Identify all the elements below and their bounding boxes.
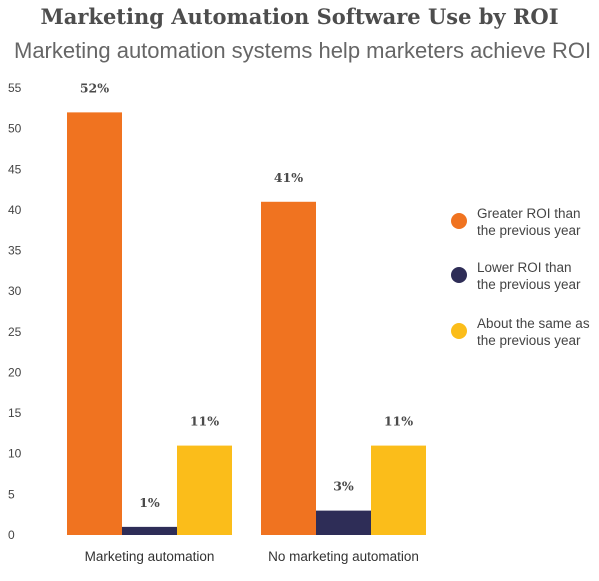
bar xyxy=(177,445,232,535)
data-label: 3% xyxy=(333,479,354,494)
legend: Greater ROI than the previous year Lower R… xyxy=(451,206,590,348)
y-tick-label: 15 xyxy=(8,406,22,420)
data-label: 52% xyxy=(80,80,109,95)
legend-label: About the same as xyxy=(477,316,590,331)
y-tick-label: 40 xyxy=(8,203,22,217)
x-tick-label: No marketing automation xyxy=(268,549,419,564)
data-labels-group: 52% 1% 11% 41% 3% 11% xyxy=(80,80,413,509)
y-tick-label: 5 xyxy=(8,487,15,501)
y-tick-label: 30 xyxy=(8,284,22,298)
y-tick-label: 55 xyxy=(8,81,22,95)
y-tick-label: 0 xyxy=(8,528,15,542)
chart-title: Marketing Automation Software Use by ROI xyxy=(40,4,559,29)
legend-swatch xyxy=(451,213,467,229)
bar xyxy=(67,112,122,535)
chart-subtitle: Marketing automation systems help market… xyxy=(14,38,592,63)
legend-swatch xyxy=(451,323,467,339)
y-tick-label: 45 xyxy=(8,162,22,176)
legend-label: Greater ROI than xyxy=(477,206,581,221)
x-tick-label: Marketing automation xyxy=(85,549,215,564)
y-tick-label: 10 xyxy=(8,447,22,461)
legend-swatch xyxy=(451,267,467,283)
y-tick-label: 35 xyxy=(8,244,22,258)
y-tick-label: 25 xyxy=(8,325,22,339)
legend-label: the previous year xyxy=(477,277,581,292)
data-label: 11% xyxy=(384,414,413,429)
y-tick-label: 20 xyxy=(8,365,22,379)
bar xyxy=(122,526,177,535)
legend-label: the previous year xyxy=(477,333,581,348)
y-axis: 0 5 10 15 20 25 30 35 40 45 50 55 xyxy=(8,81,22,542)
y-tick-label: 50 xyxy=(8,122,22,136)
data-label: 1% xyxy=(139,495,160,510)
bar xyxy=(261,201,316,536)
bars-group xyxy=(67,112,426,536)
bar xyxy=(316,510,371,535)
bar xyxy=(371,445,426,535)
legend-label: Lower ROI than xyxy=(477,260,572,275)
data-label: 41% xyxy=(274,170,303,185)
x-axis: Marketing automation No marketing automat… xyxy=(85,549,419,564)
data-label: 11% xyxy=(190,414,219,429)
legend-label: the previous year xyxy=(477,223,581,238)
